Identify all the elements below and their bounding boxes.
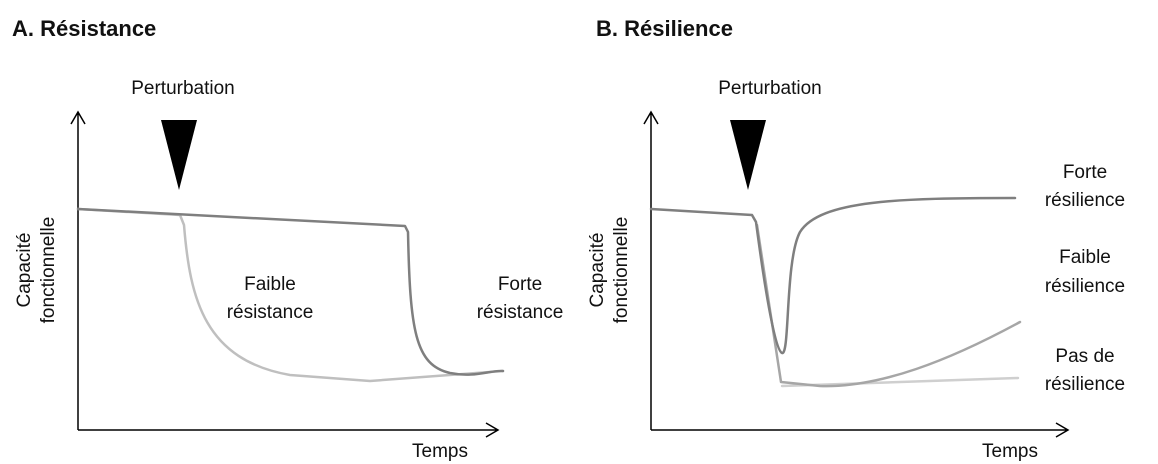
curve-label: Forte — [1063, 162, 1107, 183]
y-label-line: fonctionnelle — [38, 217, 59, 324]
y-label-line: fonctionnelle — [611, 217, 632, 324]
curve-label: résilience — [1045, 374, 1125, 395]
event-label: Perturbation — [131, 78, 235, 99]
y-axis-label: Capacité fonctionnelle — [587, 217, 632, 324]
curve-label: résistance — [227, 302, 314, 323]
curve-label: résistance — [477, 302, 564, 323]
y-label-line: Capacité — [14, 233, 35, 308]
curve-label: résilience — [1045, 276, 1125, 297]
axes — [70, 110, 500, 438]
y-axis-label: Capacité fonctionnelle — [14, 217, 59, 324]
curve-strong — [649, 196, 1017, 355]
panel-title: B. Résilience — [596, 16, 733, 41]
event-marker — [730, 120, 766, 190]
panel-a: A. Résistance Perturbation Capacité fonc… — [12, 16, 563, 462]
x-axis-label: Temps — [982, 441, 1038, 462]
curve-none — [780, 376, 1020, 388]
curve-weak — [76, 207, 505, 383]
curve-label: Faible — [1059, 247, 1111, 268]
axes — [643, 110, 1070, 438]
curve-label: résilience — [1045, 190, 1125, 211]
curve-label: Pas de — [1055, 346, 1114, 367]
curve-strong — [76, 207, 505, 376]
event-marker — [161, 120, 197, 190]
x-axis-label: Temps — [412, 441, 468, 462]
curve-label: Faible — [244, 274, 296, 295]
event-label: Perturbation — [718, 78, 822, 99]
panel-b: B. Résilience Perturbation Capacité fonc… — [587, 16, 1125, 462]
panel-title: A. Résistance — [12, 16, 156, 41]
curve-label: Forte — [498, 274, 542, 295]
y-label-line: Capacité — [587, 233, 608, 308]
curve-weak — [755, 223, 1022, 388]
